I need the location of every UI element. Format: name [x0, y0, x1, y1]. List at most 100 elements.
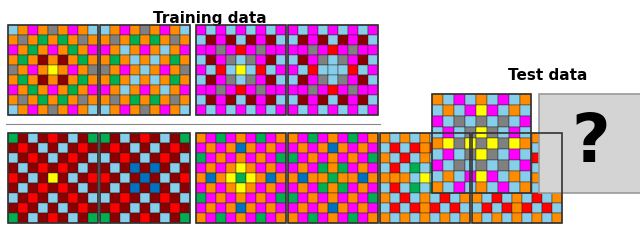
- Bar: [100, 213, 110, 223]
- Bar: [502, 163, 512, 173]
- Bar: [68, 45, 78, 55]
- Bar: [358, 75, 368, 85]
- Bar: [150, 45, 160, 55]
- Bar: [542, 143, 552, 153]
- Bar: [390, 133, 400, 143]
- Bar: [368, 45, 378, 55]
- Bar: [246, 105, 256, 115]
- Bar: [400, 143, 410, 153]
- Bar: [28, 173, 38, 183]
- Bar: [509, 182, 520, 193]
- Bar: [140, 203, 150, 213]
- Bar: [443, 138, 454, 149]
- Bar: [150, 55, 160, 65]
- Bar: [552, 193, 562, 203]
- Bar: [288, 95, 298, 105]
- Bar: [78, 173, 88, 183]
- Bar: [120, 183, 130, 193]
- Bar: [48, 85, 58, 95]
- Bar: [196, 65, 206, 75]
- Bar: [216, 183, 226, 193]
- Bar: [288, 105, 298, 115]
- Bar: [130, 65, 140, 75]
- Bar: [432, 149, 443, 160]
- Bar: [28, 35, 38, 45]
- Bar: [539, 94, 640, 193]
- Bar: [552, 183, 562, 193]
- Bar: [430, 203, 440, 213]
- Bar: [358, 45, 368, 55]
- Bar: [487, 182, 498, 193]
- Bar: [226, 55, 236, 65]
- Bar: [308, 65, 318, 75]
- Bar: [196, 213, 206, 223]
- Bar: [58, 75, 68, 85]
- Bar: [216, 133, 226, 143]
- Bar: [28, 133, 38, 143]
- Bar: [100, 25, 190, 115]
- Bar: [400, 133, 410, 143]
- Bar: [532, 173, 542, 183]
- Bar: [170, 65, 180, 75]
- Bar: [58, 65, 68, 75]
- Bar: [226, 25, 236, 35]
- Bar: [276, 213, 286, 223]
- Bar: [110, 35, 120, 45]
- Bar: [298, 85, 308, 95]
- Bar: [432, 182, 443, 193]
- Bar: [130, 85, 140, 95]
- Bar: [206, 105, 216, 115]
- Bar: [28, 65, 38, 75]
- Bar: [288, 35, 298, 45]
- Bar: [380, 203, 390, 213]
- Bar: [18, 143, 28, 153]
- Bar: [410, 193, 420, 203]
- Bar: [476, 127, 487, 138]
- Bar: [454, 182, 465, 193]
- Bar: [78, 213, 88, 223]
- Bar: [180, 213, 190, 223]
- Bar: [78, 133, 88, 143]
- Bar: [502, 173, 512, 183]
- Bar: [160, 143, 170, 153]
- Bar: [542, 213, 552, 223]
- Bar: [318, 75, 328, 85]
- Bar: [100, 163, 110, 173]
- Bar: [226, 213, 236, 223]
- Bar: [48, 55, 58, 65]
- Bar: [48, 25, 58, 35]
- Bar: [28, 213, 38, 223]
- Bar: [380, 193, 390, 203]
- Bar: [552, 163, 562, 173]
- Bar: [318, 45, 328, 55]
- Bar: [450, 193, 460, 203]
- Bar: [110, 143, 120, 153]
- Bar: [498, 94, 509, 105]
- Bar: [348, 35, 358, 45]
- Bar: [246, 193, 256, 203]
- Bar: [465, 138, 476, 149]
- Bar: [276, 173, 286, 183]
- Bar: [512, 163, 522, 173]
- Bar: [318, 173, 328, 183]
- Bar: [348, 213, 358, 223]
- Bar: [400, 203, 410, 213]
- Bar: [454, 127, 465, 138]
- Bar: [276, 25, 286, 35]
- Bar: [256, 193, 266, 203]
- Bar: [552, 213, 562, 223]
- Bar: [390, 153, 400, 163]
- Bar: [276, 143, 286, 153]
- Bar: [216, 25, 226, 35]
- Bar: [216, 35, 226, 45]
- Bar: [487, 105, 498, 116]
- Bar: [206, 55, 216, 65]
- Bar: [512, 183, 522, 193]
- Bar: [509, 160, 520, 171]
- Bar: [509, 138, 520, 149]
- Bar: [276, 163, 286, 173]
- Bar: [420, 163, 430, 173]
- Bar: [430, 133, 440, 143]
- Bar: [420, 133, 430, 143]
- Bar: [226, 85, 236, 95]
